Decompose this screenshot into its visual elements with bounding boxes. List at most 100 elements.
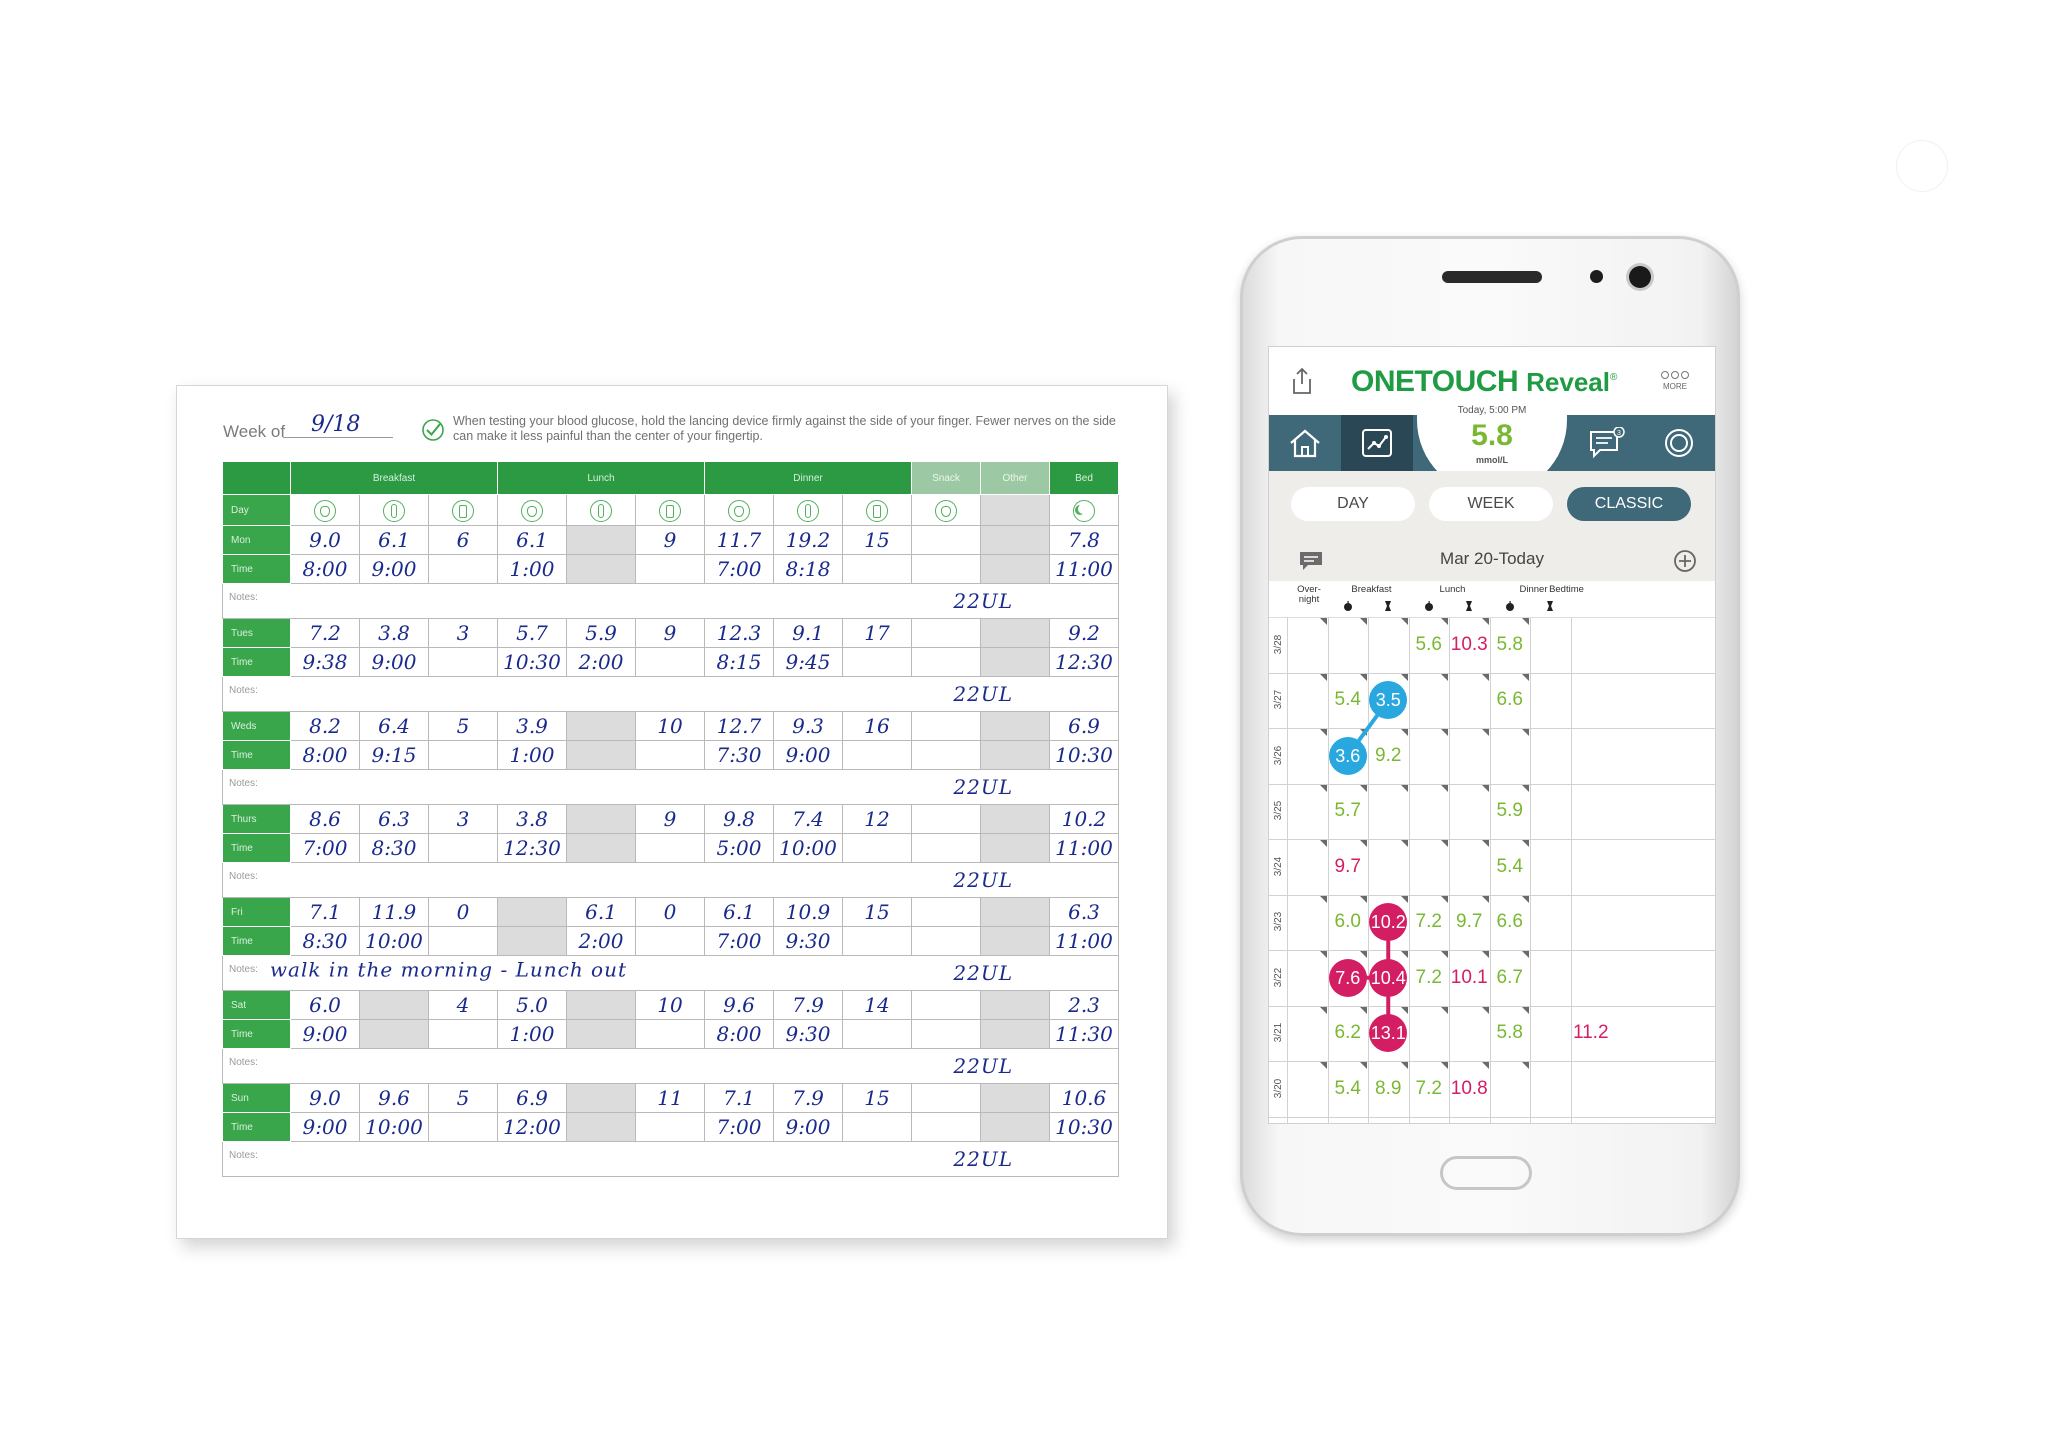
reading-cell[interactable]: 12.7 <box>704 711 774 741</box>
reading-cell[interactable]: 6.9 <box>497 1083 567 1113</box>
time-cell[interactable] <box>842 1112 912 1142</box>
time-cell[interactable]: 9:30 <box>773 926 843 956</box>
time-cell[interactable] <box>980 647 1050 677</box>
time-cell[interactable]: 7:30 <box>704 740 774 770</box>
time-cell[interactable] <box>980 1019 1050 1049</box>
reading-cell[interactable]: 7.1 <box>290 897 360 927</box>
glucose-reading[interactable]: 5.6 <box>1415 633 1442 655</box>
time-cell[interactable] <box>635 647 705 677</box>
time-cell[interactable] <box>911 554 981 584</box>
notes-cell[interactable]: Notes: 22UL <box>222 583 1119 619</box>
time-cell[interactable] <box>428 554 498 584</box>
glucose-reading[interactable]: 7.2 <box>1415 966 1442 988</box>
reading-cell[interactable]: 16 <box>842 711 912 741</box>
notes-cell[interactable]: Notes: 22UL <box>222 862 1119 898</box>
reading-cell[interactable] <box>980 711 1050 741</box>
time-cell[interactable] <box>911 926 981 956</box>
time-cell[interactable] <box>980 833 1050 863</box>
time-cell[interactable]: 9:00 <box>359 647 429 677</box>
time-cell[interactable]: 7:00 <box>704 554 774 584</box>
notes-cell[interactable]: Notes: walk in the morning - Lunch out 22U… <box>222 955 1119 991</box>
nav-messages[interactable]: 3 <box>1571 415 1643 471</box>
reading-cell[interactable] <box>980 1083 1050 1113</box>
glucose-reading[interactable]: 11.2 <box>1572 1022 1609 1044</box>
time-cell[interactable]: 8:18 <box>773 554 843 584</box>
reading-cell[interactable] <box>911 711 981 741</box>
time-cell[interactable]: 11:30 <box>1049 1019 1119 1049</box>
glucose-reading[interactable]: 5.8 <box>1496 1022 1523 1044</box>
reading-cell[interactable]: 7.1 <box>704 1083 774 1113</box>
reading-cell[interactable] <box>497 897 567 927</box>
reading-cell[interactable] <box>911 804 981 834</box>
reading-cell[interactable] <box>911 618 981 648</box>
time-cell[interactable]: 8:30 <box>359 833 429 863</box>
time-cell[interactable]: 9:00 <box>773 1112 843 1142</box>
reading-cell[interactable]: 15 <box>842 1083 912 1113</box>
time-cell[interactable]: 9:00 <box>290 1112 360 1142</box>
time-cell[interactable]: 8:00 <box>290 554 360 584</box>
time-cell[interactable]: 9:00 <box>773 740 843 770</box>
time-cell[interactable]: 7:00 <box>290 833 360 863</box>
glucose-reading[interactable]: 9.7 <box>1334 855 1361 877</box>
glucose-reading[interactable]: 9.2 <box>1375 744 1402 766</box>
reading-cell[interactable]: 15 <box>842 525 912 555</box>
time-cell[interactable] <box>566 833 636 863</box>
time-cell[interactable]: 1:00 <box>497 740 567 770</box>
time-cell[interactable] <box>980 926 1050 956</box>
time-cell[interactable] <box>566 1019 636 1049</box>
reading-cell[interactable] <box>566 990 636 1020</box>
reading-cell[interactable] <box>911 990 981 1020</box>
notes-cell[interactable]: Notes: 22UL <box>222 1048 1119 1084</box>
reading-cell[interactable]: 5 <box>428 711 498 741</box>
reading-cell[interactable]: 7.9 <box>773 990 843 1020</box>
time-cell[interactable] <box>842 740 912 770</box>
glucose-reading[interactable]: 9.7 <box>1456 911 1483 933</box>
home-button[interactable] <box>1440 1156 1532 1190</box>
time-cell[interactable]: 10:30 <box>497 647 567 677</box>
time-cell[interactable] <box>566 554 636 584</box>
glucose-reading[interactable]: 5.7 <box>1334 800 1361 822</box>
glucose-reading[interactable]: 7.2 <box>1415 1077 1442 1099</box>
tab-week[interactable]: WEEK <box>1429 487 1553 521</box>
time-cell[interactable]: 2:00 <box>566 926 636 956</box>
reading-cell[interactable]: 9.8 <box>704 804 774 834</box>
time-cell[interactable]: 9:15 <box>359 740 429 770</box>
time-cell[interactable]: 9:00 <box>359 554 429 584</box>
time-cell[interactable]: 2:00 <box>566 647 636 677</box>
glucose-reading[interactable]: 5.4 <box>1334 689 1361 711</box>
time-cell[interactable] <box>842 554 912 584</box>
time-cell[interactable] <box>911 647 981 677</box>
reading-cell[interactable]: 7.4 <box>773 804 843 834</box>
time-cell[interactable] <box>497 926 567 956</box>
reading-cell[interactable]: 6.4 <box>359 711 429 741</box>
glucose-reading[interactable]: 5.9 <box>1496 800 1523 822</box>
nav-home[interactable] <box>1269 415 1341 471</box>
reading-cell[interactable]: 9.6 <box>359 1083 429 1113</box>
time-cell[interactable]: 8:00 <box>704 1019 774 1049</box>
time-cell[interactable] <box>911 833 981 863</box>
reading-cell[interactable]: 17 <box>842 618 912 648</box>
time-cell[interactable] <box>911 740 981 770</box>
reading-cell[interactable]: 2.3 <box>1049 990 1119 1020</box>
time-cell[interactable]: 7:00 <box>704 1112 774 1142</box>
reading-cell[interactable]: 5 <box>428 1083 498 1113</box>
reading-cell[interactable]: 12.3 <box>704 618 774 648</box>
reading-cell[interactable] <box>980 990 1050 1020</box>
reading-cell[interactable]: 9 <box>635 804 705 834</box>
glucose-reading[interactable]: 10.3 <box>1450 633 1488 655</box>
reading-cell[interactable]: 9.1 <box>773 618 843 648</box>
notes-cell[interactable]: Notes: 22UL <box>222 1141 1119 1177</box>
reading-cell[interactable]: 10.9 <box>773 897 843 927</box>
time-cell[interactable] <box>980 1112 1050 1142</box>
time-cell[interactable] <box>842 647 912 677</box>
reading-cell[interactable] <box>911 897 981 927</box>
reading-cell[interactable]: 7.2 <box>290 618 360 648</box>
reading-cell[interactable]: 9 <box>635 618 705 648</box>
reading-cell[interactable]: 10 <box>635 711 705 741</box>
time-cell[interactable]: 10:00 <box>359 926 429 956</box>
time-cell[interactable]: 9:30 <box>773 1019 843 1049</box>
reading-cell[interactable] <box>566 711 636 741</box>
time-cell[interactable] <box>635 1112 705 1142</box>
time-cell[interactable]: 12:30 <box>497 833 567 863</box>
time-cell[interactable] <box>428 1019 498 1049</box>
